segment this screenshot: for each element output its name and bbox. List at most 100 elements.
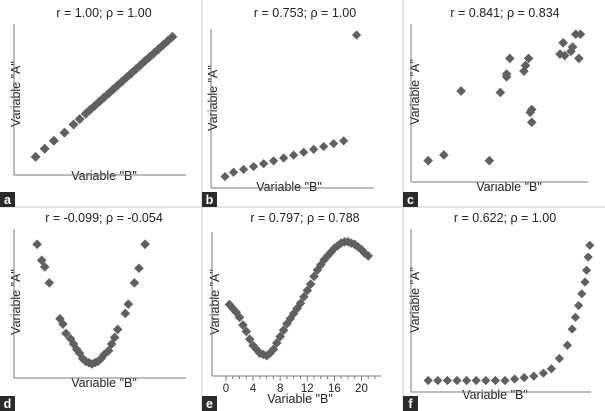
data-point xyxy=(302,285,313,296)
panel-f: r = 0.622; ρ = 1.00 Variable "A" Variabl… xyxy=(403,211,595,411)
panel-e: r = 0.797; ρ = 0.788 Variable "A" Variab… xyxy=(202,211,381,411)
data-point xyxy=(224,299,235,310)
data-point xyxy=(289,150,299,160)
data-point xyxy=(510,374,520,384)
panel-d-letter-box xyxy=(0,396,15,411)
panel-d-letter: d xyxy=(4,397,12,411)
panel-f-ylabel: Variable "A" xyxy=(408,267,422,333)
data-point xyxy=(526,104,537,115)
data-point xyxy=(570,312,580,322)
data-point xyxy=(360,248,370,259)
panel-b-letter: b xyxy=(206,193,214,207)
panel-e-ylabel: Variable "A" xyxy=(208,269,222,335)
data-point xyxy=(271,338,282,348)
panel-a-letter-box xyxy=(0,192,15,207)
panel-e-letter: e xyxy=(206,397,213,411)
panel-e-title: r = 0.797; ρ = 0.788 xyxy=(250,211,359,225)
panel-c-letter-box xyxy=(403,192,418,207)
data-point xyxy=(339,136,349,146)
x-tick-label: 4 xyxy=(250,383,257,395)
data-point xyxy=(484,155,495,166)
panel-a-ylabel: Variable "A" xyxy=(9,61,23,127)
x-tick-label: 12 xyxy=(301,383,314,395)
panel-f-marks xyxy=(410,229,595,393)
data-point xyxy=(567,42,578,52)
data-point xyxy=(59,127,70,138)
data-point xyxy=(329,139,339,149)
data-point xyxy=(140,239,150,250)
panel-d-axes xyxy=(13,229,186,379)
data-point xyxy=(134,263,144,274)
data-point xyxy=(48,135,59,146)
data-point xyxy=(74,114,85,125)
data-point xyxy=(288,308,299,319)
data-point xyxy=(93,356,103,367)
data-point xyxy=(442,375,452,386)
data-point xyxy=(244,334,255,344)
data-point xyxy=(439,150,449,160)
x-tick-label: 20 xyxy=(355,383,368,395)
data-point xyxy=(495,87,506,98)
panel-c-ylabel: Variable "A" xyxy=(408,59,422,125)
data-point xyxy=(259,159,269,169)
data-point xyxy=(285,313,296,324)
data-point xyxy=(319,141,329,152)
data-point xyxy=(238,164,249,175)
panel-a-title: r = 1.00; ρ = 1.00 xyxy=(56,6,151,20)
x-tick-label: 0 xyxy=(223,383,229,395)
panel-b-xlabel: Variable "B" xyxy=(256,180,322,194)
data-point xyxy=(520,60,531,71)
data-point xyxy=(481,375,491,386)
data-point xyxy=(58,319,68,329)
data-point xyxy=(36,255,47,266)
data-point xyxy=(74,348,85,359)
data-point xyxy=(567,324,577,334)
data-point xyxy=(580,277,590,287)
data-point xyxy=(299,292,309,302)
data-point xyxy=(305,279,316,289)
data-point xyxy=(299,147,309,157)
panel-a-xlabel: Variable "B" xyxy=(71,169,137,183)
data-point xyxy=(120,308,131,319)
data-point xyxy=(546,364,556,374)
data-point xyxy=(109,332,120,343)
data-point xyxy=(265,348,275,358)
data-point xyxy=(248,340,258,351)
data-point xyxy=(39,262,50,272)
data-point xyxy=(471,375,481,386)
data-point xyxy=(30,151,41,162)
data-point xyxy=(103,345,114,356)
data-point xyxy=(582,265,592,275)
data-point xyxy=(329,243,340,254)
data-point xyxy=(65,333,76,344)
data-point xyxy=(423,375,433,386)
data-point xyxy=(129,278,140,288)
data-point xyxy=(309,144,319,154)
data-point xyxy=(558,37,568,48)
panel-d-xlabel: Variable "B" xyxy=(71,376,137,390)
data-point xyxy=(575,29,586,40)
data-point xyxy=(559,50,570,61)
data-point xyxy=(456,86,466,96)
panel-d-title: r = -0.099; ρ = -0.054 xyxy=(45,211,163,225)
panel-b: r = 0.753; ρ = 1.00 Variable "A" Variabl… xyxy=(202,6,374,207)
data-point xyxy=(562,340,572,350)
panel-c-title: r = 0.841; ρ = 0.834 xyxy=(450,6,559,20)
panel-a-letter: a xyxy=(4,193,12,207)
data-point xyxy=(523,53,534,64)
data-point xyxy=(452,375,462,386)
panel-e-marks: 0 4 8 12 16 20 xyxy=(211,232,381,395)
panel-b-marks xyxy=(210,29,374,189)
data-point xyxy=(356,244,367,255)
data-point xyxy=(295,298,306,309)
panel-f-axes xyxy=(410,229,591,393)
panel-e-xlabel: Variable "B" xyxy=(267,392,333,406)
data-point xyxy=(251,344,262,355)
data-point xyxy=(577,289,587,299)
data-point xyxy=(349,239,360,250)
data-point xyxy=(238,320,248,330)
panel-f-letter-box xyxy=(403,396,418,411)
data-point xyxy=(99,349,109,360)
data-point xyxy=(112,324,123,335)
